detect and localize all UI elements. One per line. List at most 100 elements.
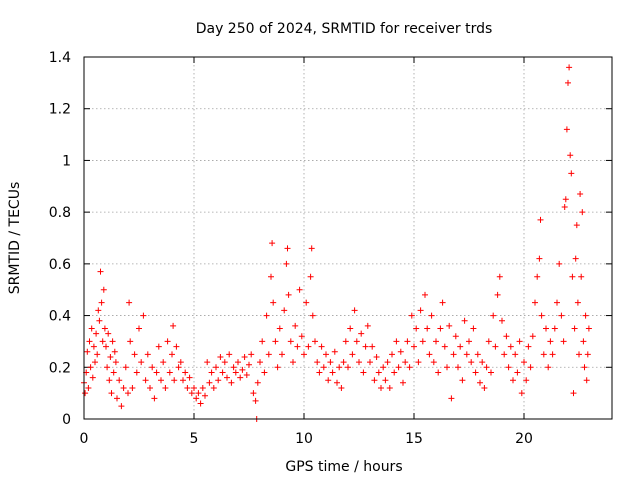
data-point xyxy=(569,273,576,280)
data-point xyxy=(197,400,204,407)
data-point xyxy=(230,364,237,371)
data-point xyxy=(327,359,334,366)
data-point xyxy=(215,377,222,384)
data-point xyxy=(503,333,510,340)
data-point xyxy=(538,312,545,319)
data-point xyxy=(413,325,420,332)
data-point xyxy=(261,369,268,376)
x-tick-label: 10 xyxy=(295,431,313,447)
data-point xyxy=(452,333,459,340)
data-point xyxy=(252,397,259,404)
data-point xyxy=(446,322,453,329)
data-point xyxy=(160,359,167,366)
data-point xyxy=(505,364,512,371)
data-point xyxy=(521,359,527,366)
data-point xyxy=(294,343,301,350)
data-point xyxy=(417,307,424,314)
data-point xyxy=(312,338,318,345)
data-point xyxy=(537,216,544,223)
data-point xyxy=(96,317,103,324)
data-point xyxy=(373,353,380,360)
data-point xyxy=(202,392,208,399)
data-point xyxy=(82,390,89,397)
data-point xyxy=(529,333,536,340)
data-point xyxy=(572,255,579,262)
data-point xyxy=(177,359,184,366)
data-point xyxy=(351,307,358,314)
data-point xyxy=(510,377,516,384)
data-point xyxy=(93,330,100,337)
x-tick-label: 20 xyxy=(515,431,533,447)
data-point xyxy=(428,312,435,319)
data-point xyxy=(574,299,581,306)
data-point xyxy=(554,299,560,306)
data-point xyxy=(404,338,411,345)
data-point xyxy=(104,364,111,371)
data-point xyxy=(430,359,437,366)
data-point xyxy=(320,364,327,371)
data-point xyxy=(259,338,266,345)
data-point xyxy=(276,325,283,332)
data-point xyxy=(164,338,171,345)
data-point xyxy=(265,351,272,358)
data-point xyxy=(340,359,347,366)
data-point xyxy=(459,377,466,384)
data-point xyxy=(580,338,587,345)
data-point xyxy=(543,325,549,332)
y-tick-label: 0 xyxy=(62,412,71,428)
data-point xyxy=(391,369,398,376)
data-point xyxy=(270,299,277,306)
data-point xyxy=(88,325,95,332)
data-point xyxy=(527,364,534,371)
data-point xyxy=(109,338,116,345)
data-point xyxy=(226,351,233,358)
data-point xyxy=(257,359,263,366)
data-point xyxy=(98,299,105,306)
data-point xyxy=(301,351,307,358)
data-point xyxy=(567,152,574,159)
data-point xyxy=(105,330,112,337)
data-point xyxy=(573,222,580,229)
data-point xyxy=(151,395,158,402)
y-tick-label: 1 xyxy=(62,153,71,169)
data-point xyxy=(191,384,197,391)
data-point xyxy=(435,369,442,376)
data-point xyxy=(243,372,250,379)
data-point xyxy=(507,343,514,350)
data-point xyxy=(360,369,367,376)
data-point xyxy=(184,384,191,391)
data-point xyxy=(492,343,499,350)
data-point xyxy=(307,273,314,280)
data-point xyxy=(166,369,173,376)
data-point xyxy=(97,268,104,275)
data-point xyxy=(239,366,246,373)
data-point xyxy=(325,377,332,384)
chart-title: Day 250 of 2024, SRMTID for receiver trd… xyxy=(196,21,493,37)
data-point xyxy=(254,379,261,386)
data-point xyxy=(369,343,376,350)
data-point xyxy=(345,364,351,371)
data-point xyxy=(268,273,274,280)
data-point xyxy=(153,369,160,376)
data-point xyxy=(411,343,417,350)
data-point xyxy=(281,307,288,314)
data-point xyxy=(512,351,519,358)
data-point xyxy=(501,351,508,358)
data-point xyxy=(525,343,532,350)
data-point xyxy=(219,369,226,376)
data-point xyxy=(496,273,503,280)
data-point xyxy=(100,286,107,293)
data-point xyxy=(235,359,241,366)
data-point xyxy=(316,369,323,376)
data-point xyxy=(450,351,457,358)
plot-border xyxy=(83,56,613,420)
y-tick-label: 0.8 xyxy=(49,205,71,221)
data-point xyxy=(292,322,299,329)
data-point xyxy=(556,260,563,267)
data-point xyxy=(560,338,567,345)
data-point xyxy=(180,377,186,384)
data-point xyxy=(103,343,109,350)
data-point xyxy=(246,361,252,368)
